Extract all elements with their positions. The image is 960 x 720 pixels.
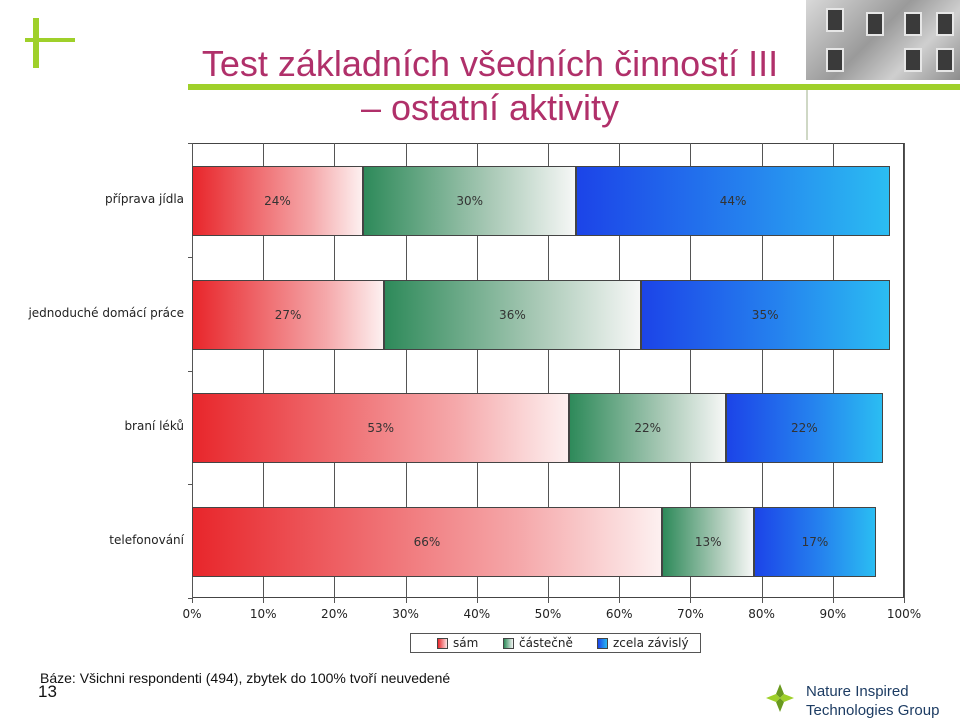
- data-label: 22%: [790, 421, 818, 436]
- bar-segment-zcela: 35%: [640, 279, 890, 350]
- legend-swatch-zcela: [597, 637, 608, 649]
- x-tick-mark: [263, 598, 265, 603]
- category-label: jednoduché domácí práce: [28, 305, 184, 320]
- brand-line-1: Nature Inspired: [806, 683, 909, 700]
- gridline: [192, 143, 193, 598]
- bar-segment-sam: 66%: [192, 507, 662, 578]
- slide-number: 13: [38, 682, 57, 701]
- x-tick-label: 10%: [249, 607, 277, 621]
- data-label: 44%: [719, 193, 747, 208]
- data-label: 24%: [264, 193, 291, 208]
- x-tick-label: 60%: [605, 607, 633, 621]
- gridline: [476, 143, 478, 598]
- bar-segment-castecne: 30%: [362, 165, 577, 236]
- x-tick-label: 50%: [534, 607, 562, 621]
- data-label: 30%: [456, 193, 484, 208]
- y-tick-mark: [188, 143, 192, 144]
- gridline: [334, 143, 336, 598]
- bar-segment-sam: 27%: [192, 279, 385, 350]
- x-tick-label: 70%: [677, 607, 704, 621]
- page-subtitle: – ostatní aktivity: [360, 87, 620, 128]
- logo-vertical-bar: [33, 18, 39, 68]
- bar-segment-sam: 24%: [192, 165, 363, 236]
- y-tick-mark: [188, 370, 192, 372]
- category-label: telefonování: [109, 533, 184, 548]
- legend-label-sam: sám: [453, 636, 479, 650]
- x-tick-mark: [476, 598, 478, 603]
- page-title: Test základních všedních činností III: [201, 43, 779, 84]
- x-tick-label: 80%: [748, 607, 775, 621]
- legend-swatch-sam: [437, 637, 448, 649]
- legend-swatch-castecne: [503, 637, 514, 649]
- x-tick-mark: [192, 598, 193, 603]
- x-tick-label: 40%: [463, 607, 491, 621]
- x-tick-label: 0%: [182, 607, 202, 621]
- legend-item-castecne: částečně: [503, 636, 573, 650]
- logo-horizontal-bar: [25, 38, 75, 42]
- data-label: 66%: [413, 535, 441, 550]
- header-rule-thin: [806, 90, 808, 140]
- brand-logo-icon: [762, 680, 798, 716]
- gridline: [761, 143, 763, 598]
- data-label: 53%: [367, 421, 395, 436]
- x-tick-mark: [904, 598, 905, 603]
- gridline: [405, 143, 407, 598]
- category-label: braní léků: [124, 419, 184, 434]
- gridline: [263, 143, 265, 598]
- header-rule: [188, 84, 960, 90]
- x-tick-mark: [405, 598, 407, 603]
- bar-segment-zcela: 22%: [726, 393, 883, 464]
- data-label: 13%: [694, 535, 722, 550]
- gridline: [548, 143, 549, 598]
- y-tick-mark: [188, 256, 192, 258]
- bar-segment-sam: 53%: [192, 393, 570, 464]
- x-tick-mark: [690, 598, 692, 603]
- category-label: příprava jídla: [104, 191, 184, 206]
- x-tick-mark: [548, 598, 549, 603]
- legend-label-zcela: zcela závislý: [613, 636, 689, 650]
- bar-segment-castecne: 36%: [384, 279, 641, 350]
- bar-segment-castecne: 13%: [661, 507, 755, 578]
- x-tick-mark: [619, 598, 621, 603]
- data-label: 17%: [801, 535, 829, 550]
- bar-segment-castecne: 22%: [569, 393, 726, 464]
- brand-line-2: Technologies Group: [806, 702, 940, 719]
- legend-label-castecne: částečně: [519, 636, 573, 650]
- data-label: 22%: [634, 421, 662, 436]
- gridline: [832, 143, 834, 598]
- y-tick-mark: [188, 484, 192, 486]
- x-tick-label: 30%: [392, 607, 419, 621]
- chart-legend: sám částečně zcela závislý: [410, 633, 701, 653]
- x-tick-label: 100%: [886, 607, 922, 621]
- x-tick-mark: [334, 598, 336, 603]
- legend-item-sam: sám: [437, 636, 478, 650]
- data-label: 27%: [274, 307, 302, 322]
- brand-name: Nature Inspired Technologies Group: [806, 682, 939, 720]
- bar-segment-zcela: 44%: [576, 165, 890, 236]
- x-tick-mark: [761, 598, 763, 603]
- header-photo: [806, 0, 960, 80]
- footnote: Báze: Všichni respondenti (494), zbytek …: [40, 670, 451, 686]
- stacked-bar-chart: 0% 10% 20% 30% 40% 50% 60% 70% 80% 90% 100% příprav…: [28, 143, 922, 621]
- gridline: [690, 143, 692, 598]
- legend-item-zcela: zcela závislý: [597, 636, 689, 650]
- bar-segment-zcela: 17%: [754, 507, 876, 578]
- x-tick-label: 20%: [321, 607, 348, 621]
- data-label: 35%: [751, 307, 779, 322]
- gridline: [904, 143, 905, 598]
- y-tick-mark: [188, 598, 192, 599]
- x-tick-label: 90%: [819, 607, 847, 621]
- data-label: 36%: [499, 307, 526, 322]
- gridline: [619, 143, 621, 598]
- x-tick-mark: [832, 598, 834, 603]
